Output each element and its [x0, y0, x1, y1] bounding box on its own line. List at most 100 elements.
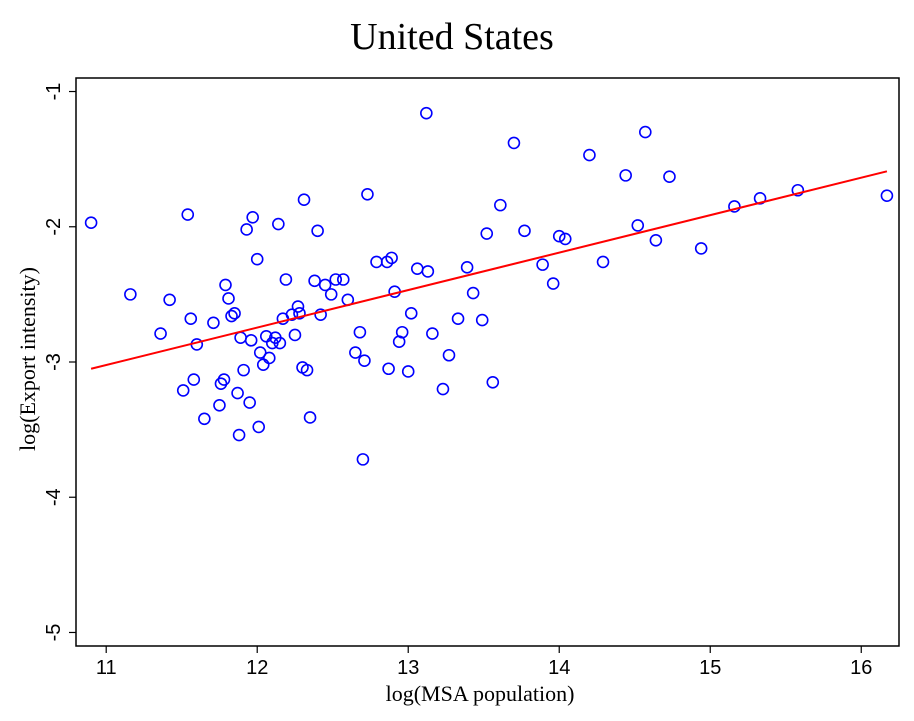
data-point	[349, 346, 362, 359]
data-point	[256, 358, 270, 372]
data-point	[234, 331, 247, 344]
data-point	[297, 193, 311, 207]
data-point	[466, 286, 480, 300]
chart-title: United States	[350, 16, 554, 58]
data-point	[217, 373, 231, 386]
x-axis-label: log(MSA population)	[386, 681, 575, 706]
data-point	[442, 348, 456, 362]
data-points	[84, 106, 894, 466]
data-point	[728, 200, 741, 213]
data-point	[336, 273, 350, 286]
data-point	[460, 261, 474, 274]
data-point	[273, 336, 287, 350]
data-point	[436, 382, 450, 396]
data-point	[395, 325, 409, 339]
data-point	[244, 334, 258, 347]
data-point	[232, 428, 246, 442]
data-point	[382, 362, 395, 376]
data-point	[358, 354, 371, 367]
data-point	[154, 327, 167, 340]
data-point	[663, 170, 676, 184]
data-point	[318, 278, 332, 292]
data-point	[451, 312, 465, 326]
data-point	[694, 242, 708, 255]
data-point	[546, 277, 560, 290]
data-point	[558, 232, 572, 246]
fit-line	[90, 170, 888, 370]
data-point	[253, 346, 267, 359]
data-point	[250, 252, 264, 266]
y-axis: -1 -2 -3 -4 -5	[43, 83, 76, 642]
data-point	[288, 328, 302, 342]
data-point	[198, 412, 211, 426]
data-point	[639, 125, 652, 139]
data-point	[404, 307, 418, 320]
data-point	[486, 375, 500, 389]
data-point	[243, 396, 256, 409]
data-point	[262, 351, 276, 365]
x-tick-label: 14	[548, 657, 570, 679]
data-point	[324, 288, 338, 301]
data-point	[272, 217, 285, 231]
data-point	[596, 255, 610, 269]
data-point	[291, 300, 305, 313]
data-point	[507, 136, 521, 150]
data-point	[370, 255, 383, 269]
data-point	[353, 325, 367, 339]
data-point	[475, 313, 489, 327]
x-axis: 11 12 13 14 15 16	[96, 646, 872, 679]
data-point	[753, 192, 767, 205]
data-point	[228, 307, 241, 320]
y-tick-label: -4	[43, 488, 65, 506]
data-point	[631, 219, 645, 232]
data-point	[480, 227, 494, 240]
plot-frame	[75, 77, 900, 647]
data-point	[293, 307, 306, 320]
data-point	[552, 229, 566, 243]
data-point	[421, 265, 435, 278]
x-tick-label: 12	[246, 657, 268, 679]
data-point	[84, 216, 98, 230]
data-point	[536, 258, 549, 271]
y-tick-label: -1	[43, 83, 65, 101]
data-point	[880, 189, 894, 202]
data-point	[649, 233, 663, 247]
x-tick-label: 15	[699, 657, 721, 679]
data-point	[181, 208, 195, 221]
x-tick-label: 13	[397, 657, 419, 679]
data-point	[494, 198, 507, 212]
data-point	[124, 288, 137, 301]
data-point	[311, 224, 324, 238]
x-tick-label: 16	[850, 657, 872, 679]
x-tick-label: 11	[96, 657, 117, 679]
y-axis-label: log(Export intensity)	[15, 267, 40, 451]
data-point	[385, 251, 398, 265]
data-point	[252, 420, 266, 434]
data-point	[246, 210, 259, 224]
data-point	[163, 293, 176, 307]
data-point	[285, 308, 299, 321]
data-point	[361, 188, 374, 201]
data-point	[207, 316, 220, 330]
data-point	[791, 183, 805, 197]
y-tick-label: -5	[43, 624, 65, 642]
data-point	[410, 262, 424, 275]
data-point	[583, 148, 596, 162]
data-point	[420, 106, 433, 120]
data-point	[222, 292, 235, 305]
data-point	[308, 274, 321, 288]
data-point	[279, 273, 293, 286]
data-point	[426, 327, 439, 340]
data-point	[176, 384, 190, 397]
data-point	[314, 308, 327, 321]
data-point	[240, 223, 253, 236]
data-point	[401, 365, 415, 378]
data-point	[300, 363, 314, 377]
data-point	[187, 373, 201, 386]
data-point	[219, 278, 232, 292]
data-point	[237, 363, 250, 377]
data-point	[356, 453, 370, 466]
data-point	[231, 386, 244, 400]
data-point	[329, 273, 343, 286]
